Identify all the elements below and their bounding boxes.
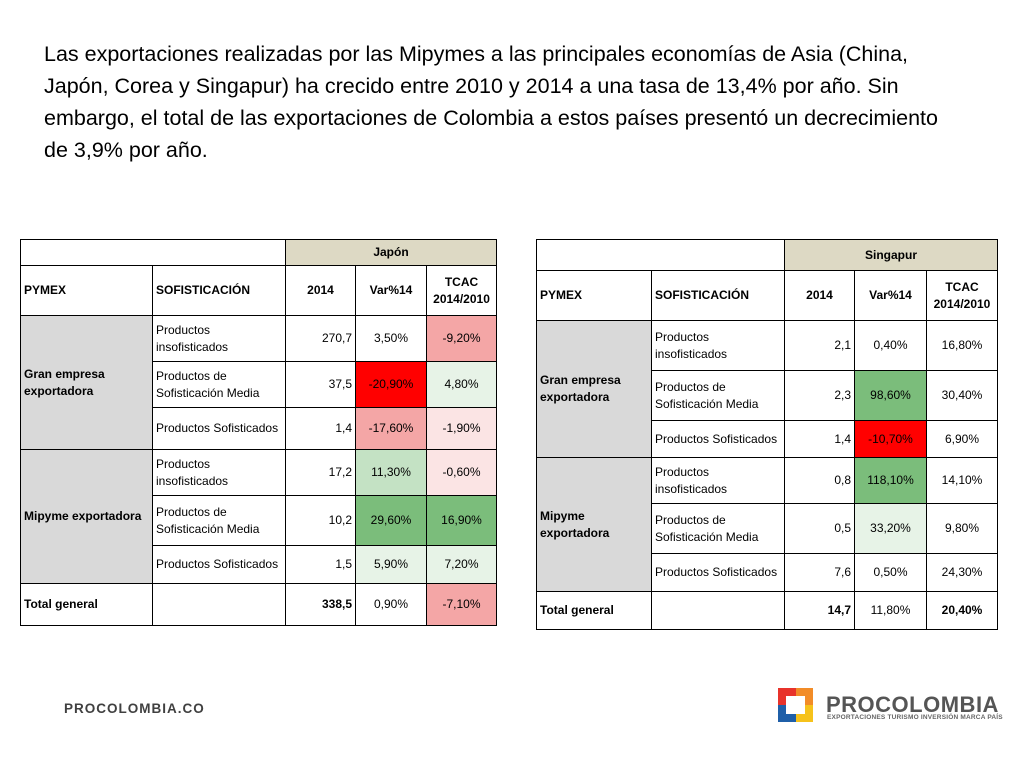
value-2014: 2,3 (784, 370, 855, 421)
value-2014: 1,5 (285, 545, 356, 584)
col-pymex: PYMEX (536, 270, 652, 321)
value-2014: 0,5 (784, 503, 855, 554)
col-sofisticacion: SOFISTICACIÓN (651, 270, 785, 321)
value-2014: 17,2 (285, 449, 356, 496)
header-blank (20, 239, 286, 266)
value-tcac: 7,20% (425, 545, 498, 584)
value-2014: 10,2 (285, 495, 356, 546)
product-label: Productos de Sofisticación Media (651, 503, 785, 554)
value-var: 11,30% (355, 449, 427, 496)
value-var: -20,90% (355, 361, 427, 408)
value-2014: 1,4 (285, 407, 356, 450)
value-var: 33,20% (854, 503, 927, 554)
col-sofisticacion: SOFISTICACIÓN (152, 265, 286, 316)
group-gran-empresa: Gran empresa exportadora (20, 315, 153, 450)
product-label: Productos Sofisticados (152, 545, 286, 584)
value-2014: 7,6 (784, 553, 855, 592)
group-mipyme: Mipyme exportadora (536, 457, 652, 592)
col-pymex: PYMEX (20, 265, 153, 316)
value-var: 118,10% (854, 457, 927, 504)
logo-tagline: EXPORTACIONES TURISMO INVERSIÓN MARCA PA… (827, 714, 1003, 721)
product-label: Productos insofisticados (651, 457, 785, 504)
country-header: Singapur (784, 239, 998, 271)
total-2014: 14,7 (784, 591, 855, 630)
value-tcac: -0,60% (425, 449, 498, 496)
value-var: -10,70% (854, 420, 927, 458)
value-tcac: -1,90% (425, 407, 498, 450)
group-mipyme: Mipyme exportadora (20, 449, 153, 584)
product-label: Productos de Sofisticación Media (152, 495, 286, 546)
total-tcac: -7,10% (425, 583, 498, 626)
logo-name: PROCOLOMBIA (826, 692, 999, 717)
total-label: Total general (20, 583, 153, 626)
value-var: 29,60% (355, 495, 427, 546)
total-var: 0,90% (355, 583, 427, 626)
value-tcac: 4,80% (425, 361, 498, 408)
value-2014: 0,8 (784, 457, 855, 504)
product-label: Productos insofisticados (152, 315, 286, 362)
value-2014: 37,5 (285, 361, 356, 408)
procolombia-logo: PROCOLOMBIA EXPORTACIONES TURISMO INVERS… (778, 688, 1003, 728)
product-label: Productos Sofisticados (651, 420, 785, 458)
value-tcac: 16,90% (425, 495, 498, 546)
table-singapur: Singapur PYMEX SOFISTICACIÓN 2014 Var%14… (536, 239, 998, 630)
product-label: Productos de Sofisticación Media (651, 370, 785, 421)
procolombia-logo-icon (778, 688, 813, 722)
col-2014: 2014 (285, 265, 356, 316)
value-2014: 1,4 (784, 420, 855, 458)
value-tcac: -9,20% (425, 315, 498, 362)
total-var: 11,80% (854, 591, 927, 630)
total-blank (651, 591, 785, 630)
header-blank (536, 239, 785, 271)
product-label: Productos insofisticados (651, 320, 785, 371)
product-label: Productos insofisticados (152, 449, 286, 496)
col-tcac: TCAC 2014/2010 (425, 265, 498, 316)
total-2014: 338,5 (285, 583, 356, 626)
product-label: Productos Sofisticados (152, 407, 286, 450)
product-label: Productos Sofisticados (651, 553, 785, 592)
value-var: 3,50% (355, 315, 427, 362)
value-var: -17,60% (355, 407, 427, 450)
total-label: Total general (536, 591, 652, 630)
total-tcac: 20,40% (926, 591, 998, 630)
value-tcac: 14,10% (926, 457, 998, 504)
value-var: 0,50% (854, 553, 927, 592)
col-tcac: TCAC 2014/2010 (926, 270, 998, 321)
website-footer: PROCOLOMBIA.CO (64, 701, 205, 716)
col-var: Var%14 (355, 265, 427, 316)
value-var: 0,40% (854, 320, 927, 371)
intro-paragraph: Las exportaciones realizadas por las Mip… (44, 42, 938, 162)
col-2014: 2014 (784, 270, 855, 321)
table-japon: Japón PYMEX SOFISTICACIÓN 2014 Var%14 TC… (20, 239, 498, 626)
value-tcac: 30,40% (926, 370, 998, 421)
product-label: Productos de Sofisticación Media (152, 361, 286, 408)
total-blank (152, 583, 286, 626)
value-2014: 2,1 (784, 320, 855, 371)
country-header: Japón (284, 239, 498, 266)
value-tcac: 6,90% (926, 420, 998, 458)
group-gran-empresa: Gran empresa exportadora (536, 320, 652, 458)
value-2014: 270,7 (285, 315, 356, 362)
value-tcac: 24,30% (926, 553, 998, 592)
value-var: 98,60% (854, 370, 927, 421)
col-var: Var%14 (854, 270, 927, 321)
value-tcac: 9,80% (926, 503, 998, 554)
value-var: 5,90% (355, 545, 427, 584)
value-tcac: 16,80% (926, 320, 998, 371)
